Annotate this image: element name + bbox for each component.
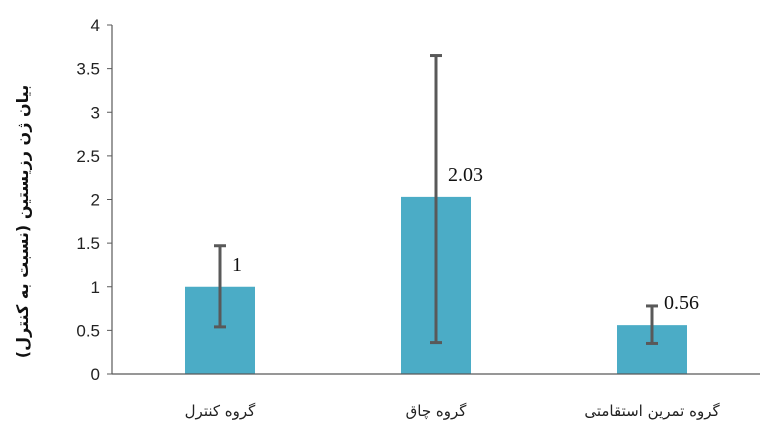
y-axis-label: بیان ژن رزیستین (نسبت به کنترل) <box>13 85 32 358</box>
data-label: 2.03 <box>448 164 483 186</box>
y-tick-label: 0.5 <box>76 321 100 340</box>
y-tick-label: 2.5 <box>76 147 100 166</box>
data-label: 1 <box>232 254 242 276</box>
y-tick-label: 2 <box>91 191 100 210</box>
error-bars <box>214 54 658 345</box>
y-tick-label: 1 <box>91 278 100 297</box>
x-tick-label: گروه تمرین استقامتی <box>584 402 720 420</box>
y-tick-label: 4 <box>91 16 100 35</box>
y-tick-label: 3 <box>91 103 100 122</box>
x-tick-label: گروه چاق <box>406 402 468 420</box>
y-tick-label: 0 <box>91 365 100 384</box>
x-tick-label: گروه کنترل <box>185 402 257 420</box>
data-label: 0.56 <box>664 292 699 314</box>
y-tick-label: 1.5 <box>76 234 100 253</box>
y-tick-label: 3.5 <box>76 60 100 79</box>
x-axis-categories: گروه کنترل گروه چاق گروه تمرین استقامتی <box>185 402 721 420</box>
data-labels: 1 2.03 0.56 <box>232 164 699 314</box>
y-axis-ticks: 0 0.5 1 1.5 2 2.5 3 3.5 4 <box>76 16 112 384</box>
